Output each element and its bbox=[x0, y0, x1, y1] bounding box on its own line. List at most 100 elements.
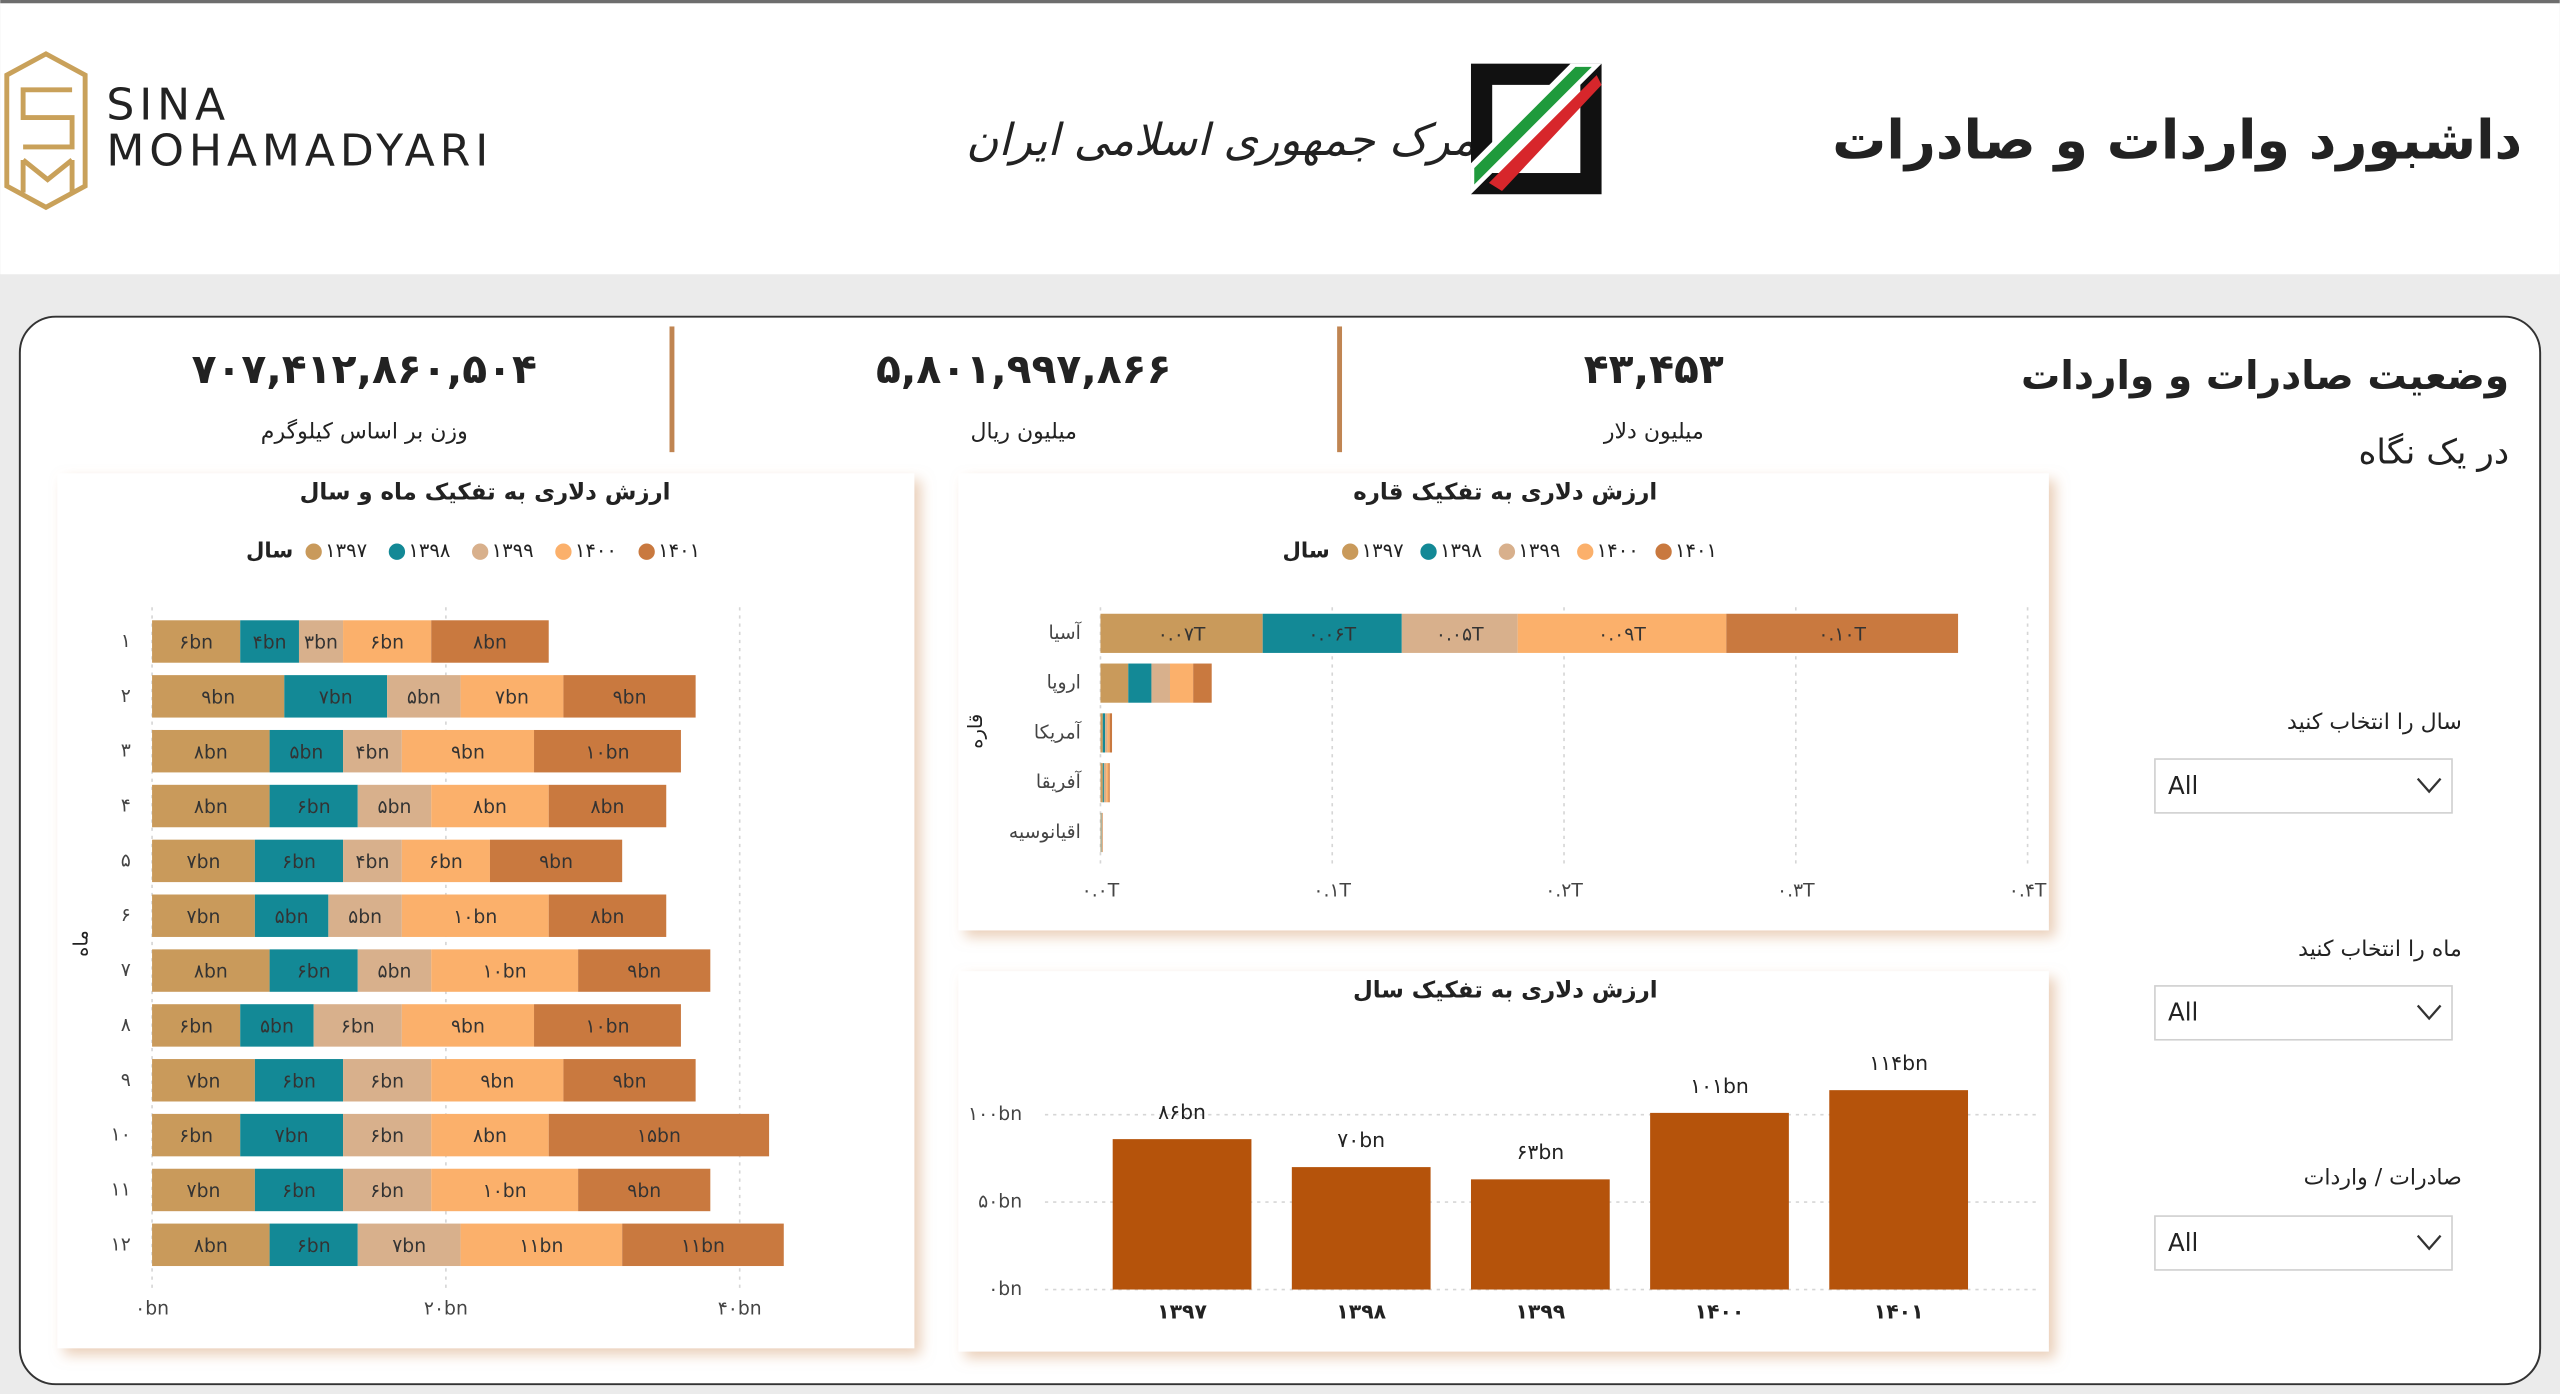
y-tick-label: ۶ bbox=[121, 905, 131, 926]
y-tick-label: ۱ bbox=[121, 631, 131, 652]
header-bar bbox=[0, 0, 2560, 275]
bar-segment bbox=[563, 675, 696, 718]
y-axis-title: قاره bbox=[964, 714, 987, 749]
y-tick-label: ۱۰ bbox=[111, 1125, 131, 1146]
bar-segment bbox=[1262, 613, 1402, 653]
bar-segment bbox=[1726, 613, 1959, 653]
y-tick-label: ۰bn bbox=[988, 1279, 1022, 1300]
legend-marker bbox=[1498, 543, 1516, 560]
slicer-dropdown[interactable]: All bbox=[2154, 758, 2453, 814]
data-label: ۶bn bbox=[370, 1071, 404, 1092]
data-label: ۷۰bn bbox=[1337, 1128, 1385, 1152]
data-label: ۹bn bbox=[201, 687, 235, 708]
data-label: ۸bn bbox=[194, 1236, 228, 1257]
legend-marker bbox=[638, 543, 655, 560]
kpi-label: میلیون ریال bbox=[971, 420, 1077, 445]
data-label: ۴bn bbox=[253, 633, 287, 654]
data-label: ۸bn bbox=[473, 633, 507, 654]
bar-segment bbox=[1401, 613, 1518, 653]
y-tick-label: اقیانوسیه bbox=[1009, 822, 1081, 843]
bar-segment bbox=[343, 1168, 432, 1212]
bar-segment bbox=[578, 1168, 711, 1212]
bar-segment bbox=[240, 620, 299, 663]
bar-segment bbox=[1109, 713, 1113, 753]
kpi-divider bbox=[1337, 326, 1343, 453]
bar-segment bbox=[328, 894, 402, 937]
bar-segment bbox=[563, 1059, 696, 1102]
kpi-value: ۷۰۷,۴۱۲,۸۶۰,۵۰۴ bbox=[192, 345, 537, 393]
bar-segment bbox=[298, 620, 344, 663]
bar-segment bbox=[578, 949, 711, 992]
data-label: ۶bn bbox=[370, 1181, 404, 1202]
bar-segment bbox=[254, 894, 329, 937]
data-label: ۸bn bbox=[194, 797, 228, 818]
y-tick-label: ۷ bbox=[121, 960, 131, 981]
bar-segment bbox=[489, 839, 623, 883]
slicer-label: صادرات / واردات bbox=[2304, 1166, 2462, 1191]
logo-line1: SINA bbox=[106, 80, 230, 131]
data-label: ۹bn bbox=[627, 1181, 661, 1202]
data-label: ۹bn bbox=[627, 962, 661, 983]
chart-title: ارزش دلاری به تفکیک سال bbox=[1353, 977, 1658, 1003]
legend-title: سال bbox=[246, 539, 293, 564]
data-label: ۸bn bbox=[591, 907, 625, 928]
bar-segment bbox=[622, 1223, 784, 1267]
bar-segment bbox=[1151, 663, 1170, 703]
x-tick-label: ۱۴۰۰ bbox=[1695, 1299, 1745, 1323]
bar-segment bbox=[460, 675, 564, 718]
data-label: ۹bn bbox=[480, 1071, 514, 1092]
bar-segment bbox=[1107, 713, 1110, 753]
data-label: ۷bn bbox=[495, 687, 529, 708]
y-tick-label: ۱۱ bbox=[111, 1179, 131, 1200]
data-label: ۶bn bbox=[297, 797, 331, 818]
bar-segment bbox=[401, 894, 549, 937]
data-label: ۵bn bbox=[378, 962, 412, 983]
data-label: ۱۰bn bbox=[483, 962, 527, 983]
bar-segment bbox=[343, 1113, 432, 1157]
data-label: ۵bn bbox=[260, 1017, 294, 1038]
org-name: گمرک جمهوری اسلامی ایران bbox=[966, 115, 1509, 166]
data-label: ۶bn bbox=[282, 852, 316, 873]
bar-segment bbox=[431, 1113, 549, 1157]
slicer-dropdown[interactable]: All bbox=[2154, 1215, 2453, 1271]
data-label: ۱۰bn bbox=[453, 907, 497, 928]
bar-segment bbox=[1102, 713, 1106, 753]
legend-marker bbox=[305, 543, 322, 560]
bar-segment bbox=[431, 949, 579, 992]
bar-segment bbox=[1128, 663, 1152, 703]
data-label: ۹bn bbox=[613, 1071, 647, 1092]
legend-label: ۱۴۰۰ bbox=[575, 539, 617, 562]
bar-segment bbox=[1100, 613, 1263, 653]
bar-segment bbox=[1102, 763, 1104, 803]
bar-segment bbox=[534, 1004, 681, 1047]
bar-segment bbox=[431, 1168, 579, 1212]
legend-label: ۱۳۹۹ bbox=[492, 539, 534, 562]
slicer-dropdown[interactable]: All bbox=[2154, 985, 2453, 1041]
y-tick-label: ۱۰۰bn bbox=[968, 1104, 1022, 1125]
data-label: ۶bn bbox=[297, 1236, 331, 1257]
bar-segment bbox=[548, 1113, 770, 1157]
bar-segment bbox=[254, 1059, 344, 1102]
legend-title: سال bbox=[1282, 539, 1329, 564]
bar-segment bbox=[152, 729, 270, 773]
x-tick-label: ۱۳۹۷ bbox=[1157, 1299, 1207, 1323]
legend-label: ۱۳۹۸ bbox=[1440, 539, 1482, 562]
bar-segment bbox=[1517, 613, 1727, 653]
bar-segment bbox=[431, 620, 549, 663]
legend-label: ۱۴۰۱ bbox=[658, 539, 700, 562]
data-label: ۹bn bbox=[613, 687, 647, 708]
bar-segment bbox=[1100, 763, 1103, 803]
bar-segment bbox=[431, 1059, 564, 1102]
data-label: ۶bn bbox=[297, 962, 331, 983]
data-label: ۶bn bbox=[179, 1017, 213, 1038]
bar-segment bbox=[357, 1223, 461, 1267]
data-label: ۶۳bn bbox=[1516, 1140, 1564, 1164]
chart-title: ارزش دلاری به تفکیک قاره bbox=[1353, 479, 1657, 505]
bar-segment bbox=[1169, 663, 1194, 703]
data-label: ۶bn bbox=[179, 1126, 213, 1147]
x-tick-label: ۰.۱T bbox=[1313, 881, 1351, 902]
data-label: ۰.۰۹T bbox=[1598, 624, 1646, 645]
data-label: ۵bn bbox=[348, 907, 382, 928]
x-tick-label: ۰.۰T bbox=[1082, 881, 1120, 902]
legend-marker bbox=[1342, 543, 1359, 560]
